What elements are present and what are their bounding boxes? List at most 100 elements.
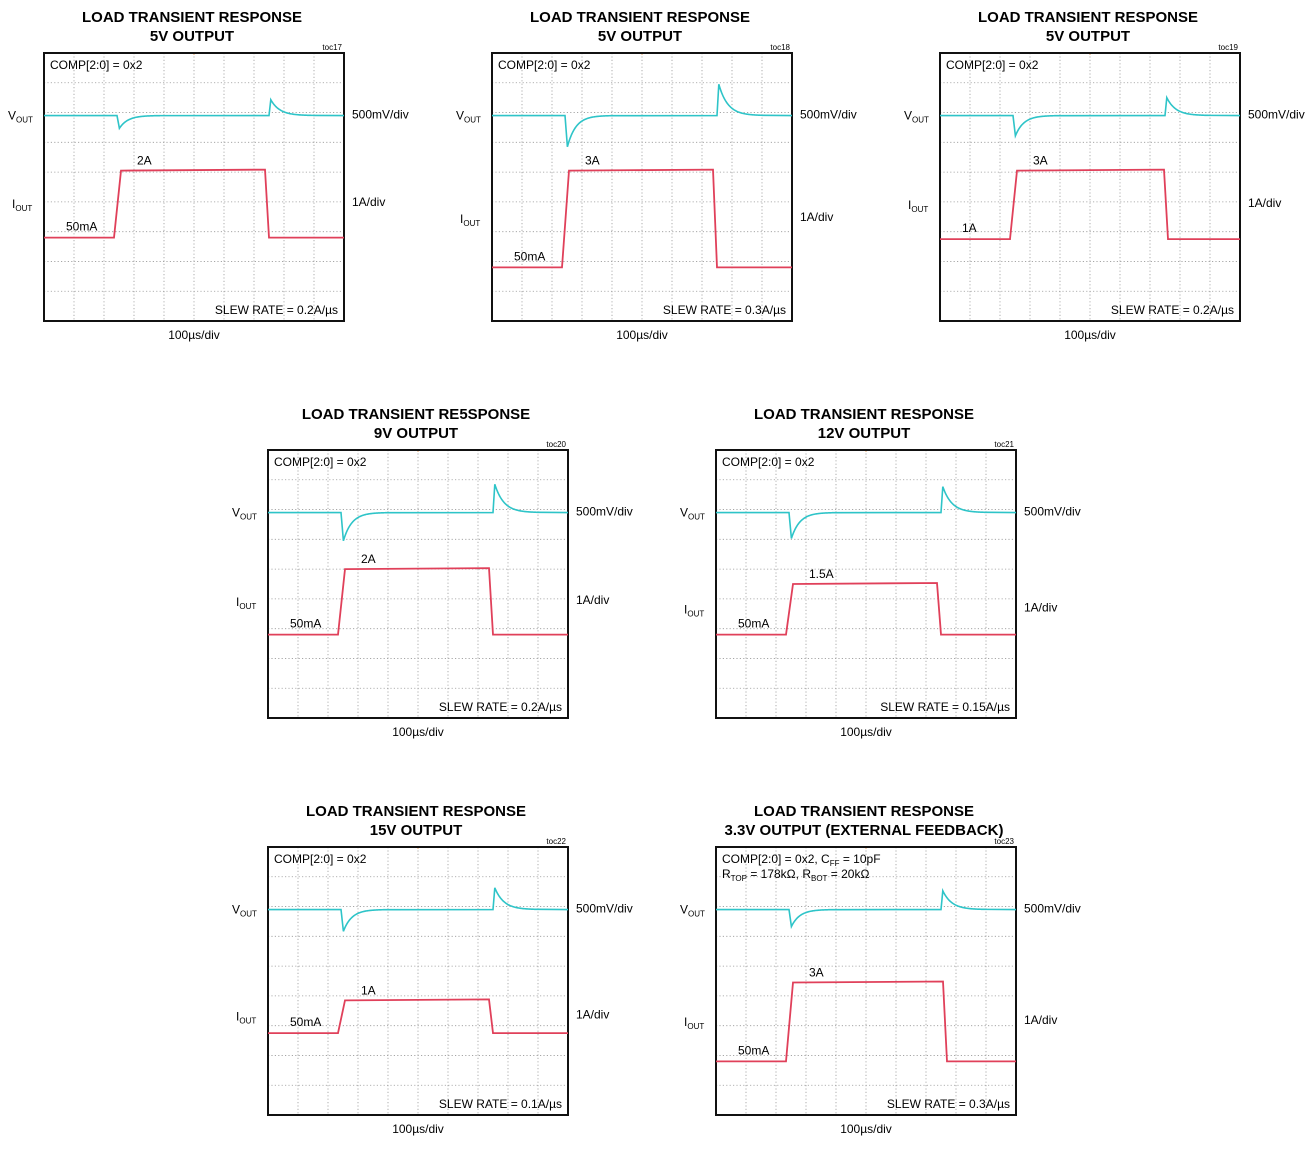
chart-subtitle: 9V OUTPUT (374, 425, 458, 442)
high-current-label: 1A (361, 983, 376, 997)
chart-subtitle: 15V OUTPUT (370, 822, 463, 839)
iout-scale-label: 1A/div (576, 1008, 609, 1022)
iout-channel-label: IOUT (684, 1015, 704, 1031)
chart-subtitle: 5V OUTPUT (150, 28, 234, 45)
slew-rate-label: SLEW RATE = 0.3A/µs (663, 303, 786, 317)
scope-panel-toc19: LOAD TRANSIENT RESPONSE 5V OUTPUT toc19 COM… (904, 8, 1314, 358)
vout-trace (716, 887, 1017, 930)
iout-trace (44, 168, 344, 239)
plot-frame (267, 846, 569, 1116)
chart-title: LOAD TRANSIENT RESPONSE (978, 9, 1198, 26)
plot-frame (939, 52, 1241, 322)
scope-panel-toc23: LOAD TRANSIENT RESPONSE 3.3V OUTPUT (EXTE… (680, 802, 1100, 1152)
vout-scale-label: 500mV/div (352, 108, 409, 122)
chart-subtitle: 3.3V OUTPUT (EXTERNAL FEEDBACK) (725, 822, 1004, 839)
vout-channel-label: VOUT (680, 903, 705, 919)
high-current-label: 3A (585, 154, 600, 168)
vout-scale-label: 500mV/div (576, 902, 633, 916)
chart-subtitle: 5V OUTPUT (598, 28, 682, 45)
iout-trace (940, 168, 1240, 241)
scope-panel-toc17: LOAD TRANSIENT RESPONSE 5V OUTPUT toc17 COM… (8, 8, 428, 358)
vout-trace (268, 483, 569, 542)
iout-scale-label: 1A/div (1024, 600, 1057, 614)
high-current-label: 3A (1033, 154, 1048, 168)
chart-subtitle: 5V OUTPUT (1046, 28, 1130, 45)
time-scale-label: 100µs/div (392, 1122, 444, 1136)
chart-title: LOAD TRANSIENT RESPONSE (306, 803, 526, 820)
iout-trace (716, 980, 1016, 1063)
iout-scale-label: 1A/div (800, 210, 833, 224)
comp-setting-label: COMP[2:0] = 0x2 (50, 58, 143, 72)
high-current-label: 2A (137, 154, 152, 168)
slew-rate-label: SLEW RATE = 0.3A/µs (887, 1097, 1010, 1111)
comp-setting-label: COMP[2:0] = 0x2 (274, 455, 367, 469)
chart-title: LOAD TRANSIENT RESPONSE (754, 803, 974, 820)
iout-scale-label: 1A/div (352, 195, 385, 209)
low-current-label: 50mA (290, 1015, 321, 1029)
vout-trace (716, 486, 1017, 539)
scope-plot: LOAD TRANSIENT RE5SPONSE 9V OUTPUT toc20 CO… (232, 406, 633, 739)
vout-scale-label: 500mV/div (1024, 902, 1081, 916)
chart-title: LOAD TRANSIENT RE5SPONSE (302, 406, 530, 423)
comp-setting-label: COMP[2:0] = 0x2, CFF = 10pF (722, 852, 881, 868)
vout-channel-label: VOUT (232, 506, 257, 522)
high-current-label: 3A (809, 965, 824, 979)
time-scale-label: 100µs/div (392, 725, 444, 739)
time-scale-label: 100µs/div (168, 328, 220, 342)
figure-tag: toc18 (770, 43, 790, 52)
scope-plot: LOAD TRANSIENT RESPONSE 15V OUTPUT toc22 CO… (232, 803, 633, 1136)
slew-rate-label: SLEW RATE = 0.2A/µs (439, 700, 562, 714)
high-current-label: 2A (361, 552, 376, 566)
scope-plot: LOAD TRANSIENT RESPONSE 3.3V OUTPUT (EXTE… (680, 803, 1081, 1136)
vout-trace (492, 84, 793, 148)
figure-tag: toc19 (1218, 43, 1238, 52)
chart-subtitle: 12V OUTPUT (818, 425, 911, 442)
iout-scale-label: 1A/div (576, 593, 609, 607)
time-scale-label: 100µs/div (1064, 328, 1116, 342)
comp-setting-label: COMP[2:0] = 0x2 (274, 852, 367, 866)
iout-scale-label: 1A/div (1024, 1013, 1057, 1027)
vout-scale-label: 500mV/div (1024, 505, 1081, 519)
vout-channel-label: VOUT (456, 109, 481, 125)
slew-rate-label: SLEW RATE = 0.15A/µs (880, 700, 1010, 714)
vout-channel-label: VOUT (8, 109, 33, 125)
vout-trace (940, 94, 1241, 139)
scope-plot: LOAD TRANSIENT RESPONSE 5V OUTPUT toc17 COM… (8, 9, 409, 342)
scope-panel-toc21: LOAD TRANSIENT RESPONSE 12V OUTPUT toc21 CO… (680, 405, 1100, 755)
vout-scale-label: 500mV/div (800, 108, 857, 122)
comp-setting-label: COMP[2:0] = 0x2 (946, 58, 1039, 72)
scope-panel-toc20: LOAD TRANSIENT RE5SPONSE 9V OUTPUT toc20 CO… (232, 405, 652, 755)
iout-scale-label: 1A/div (1248, 196, 1281, 210)
low-current-label: 50mA (290, 617, 321, 631)
plot-frame (43, 52, 345, 322)
scope-panel-toc18: LOAD TRANSIENT RESPONSE 5V OUTPUT toc18 COM… (456, 8, 876, 358)
vout-trace (44, 97, 345, 131)
time-scale-label: 100µs/div (840, 725, 892, 739)
time-scale-label: 100µs/div (616, 328, 668, 342)
scope-plot: LOAD TRANSIENT RESPONSE 5V OUTPUT toc18 COM… (456, 9, 857, 342)
vout-trace (268, 887, 569, 932)
iout-channel-label: IOUT (460, 212, 480, 228)
slew-rate-label: SLEW RATE = 0.1A/µs (439, 1097, 562, 1111)
plot-frame (715, 846, 1017, 1116)
low-current-label: 1A (962, 221, 977, 235)
slew-rate-label: SLEW RATE = 0.2A/µs (215, 303, 338, 317)
time-scale-label: 100µs/div (840, 1122, 892, 1136)
iout-channel-label: IOUT (236, 595, 256, 611)
chart-title: LOAD TRANSIENT RESPONSE (82, 9, 302, 26)
iout-channel-label: IOUT (12, 197, 32, 213)
vout-channel-label: VOUT (680, 506, 705, 522)
scope-panel-toc22: LOAD TRANSIENT RESPONSE 15V OUTPUT toc22 CO… (232, 802, 652, 1152)
comp-setting-label: COMP[2:0] = 0x2 (722, 455, 815, 469)
vout-scale-label: 500mV/div (576, 505, 633, 519)
chart-title: LOAD TRANSIENT RESPONSE (754, 406, 974, 423)
figure-tag: toc22 (546, 837, 566, 846)
high-current-label: 1.5A (809, 567, 834, 581)
chart-title: LOAD TRANSIENT RESPONSE (530, 9, 750, 26)
vout-channel-label: VOUT (232, 903, 257, 919)
resistor-label: RTOP = 178kΩ, RBOT = 20kΩ (722, 867, 869, 883)
iout-trace (492, 168, 792, 269)
iout-channel-label: IOUT (236, 1010, 256, 1026)
iout-trace (716, 582, 1016, 636)
scope-plot: LOAD TRANSIENT RESPONSE 12V OUTPUT toc21 CO… (680, 406, 1081, 739)
